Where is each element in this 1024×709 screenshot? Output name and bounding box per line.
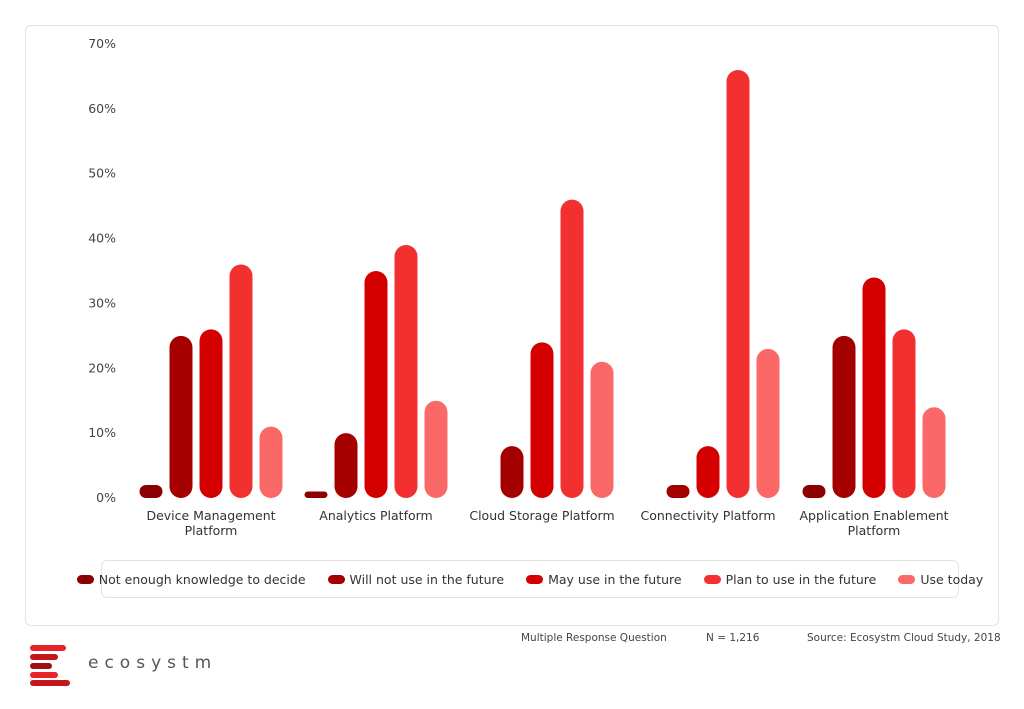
bar	[424, 400, 448, 498]
legend-swatch	[898, 574, 916, 584]
x-category-label: Platform	[185, 523, 238, 538]
legend-label: Plan to use in the future	[725, 571, 877, 587]
bar	[169, 335, 193, 498]
bar	[726, 69, 750, 498]
logo-bar	[30, 645, 66, 651]
bar	[229, 264, 253, 498]
y-tick-label: 60%	[88, 101, 116, 116]
bar	[802, 485, 826, 498]
bar	[862, 277, 886, 498]
chart-card	[25, 25, 999, 626]
footer-sample-size: N = 1,216	[706, 632, 760, 644]
bar	[756, 348, 780, 498]
x-category-label: Application Enablement	[799, 508, 948, 523]
legend-label: Use today	[920, 571, 984, 587]
bar	[139, 485, 163, 498]
bar	[199, 329, 223, 498]
bar	[394, 245, 418, 498]
footer-source: Source: Ecosystm Cloud Study, 2018	[807, 632, 1001, 644]
bar	[304, 491, 328, 498]
y-tick-label: 20%	[88, 360, 116, 375]
y-tick-label: 30%	[88, 295, 116, 310]
legend-label: Not enough knowledge to decide	[98, 571, 306, 587]
legend-swatch	[327, 574, 345, 584]
x-category-label: Connectivity Platform	[640, 508, 775, 523]
legend-item: Will not use in the future	[327, 571, 505, 587]
chart-legend: Not enough knowledge to decide Will not u…	[76, 560, 983, 598]
y-tick-label: 40%	[88, 231, 116, 246]
x-category-label: Analytics Platform	[319, 508, 432, 523]
bar	[666, 485, 690, 498]
logo-bar	[30, 663, 52, 669]
ecosystm-logo-icon	[30, 645, 72, 686]
y-tick-label: 70%	[88, 36, 116, 51]
bar	[696, 446, 720, 498]
legend-label: May use in the future	[548, 571, 682, 587]
legend-item: May use in the future	[526, 571, 682, 587]
y-tick-label: 50%	[88, 166, 116, 181]
x-category-label: Cloud Storage Platform	[469, 508, 614, 523]
logo-bar	[30, 654, 58, 660]
legend-item: Plan to use in the future	[703, 571, 877, 587]
legend-label: Will not use in the future	[349, 571, 505, 587]
bar	[922, 407, 946, 498]
legend-swatch	[703, 574, 721, 584]
footer-question: Multiple Response Question	[521, 632, 667, 644]
bar	[832, 335, 856, 498]
logo-bar	[30, 680, 70, 686]
bar	[364, 271, 388, 498]
legend-swatch	[76, 574, 94, 584]
x-category-label: Platform	[848, 523, 901, 538]
bar	[259, 426, 283, 498]
bar	[560, 199, 584, 498]
bar	[590, 361, 614, 498]
legend-swatch	[526, 574, 544, 584]
bar	[334, 433, 358, 498]
bar	[530, 342, 554, 498]
bar	[892, 329, 916, 498]
logo-bar	[30, 672, 58, 678]
y-tick-label: 0%	[96, 490, 116, 505]
legend-item: Use today	[898, 572, 983, 587]
x-category-label: Device Management	[146, 508, 275, 523]
legend-item: Not enough knowledge to decide	[76, 571, 306, 587]
bar	[500, 446, 524, 498]
brand-wordmark: ecosystm	[88, 653, 218, 673]
y-tick-label: 10%	[88, 425, 116, 440]
